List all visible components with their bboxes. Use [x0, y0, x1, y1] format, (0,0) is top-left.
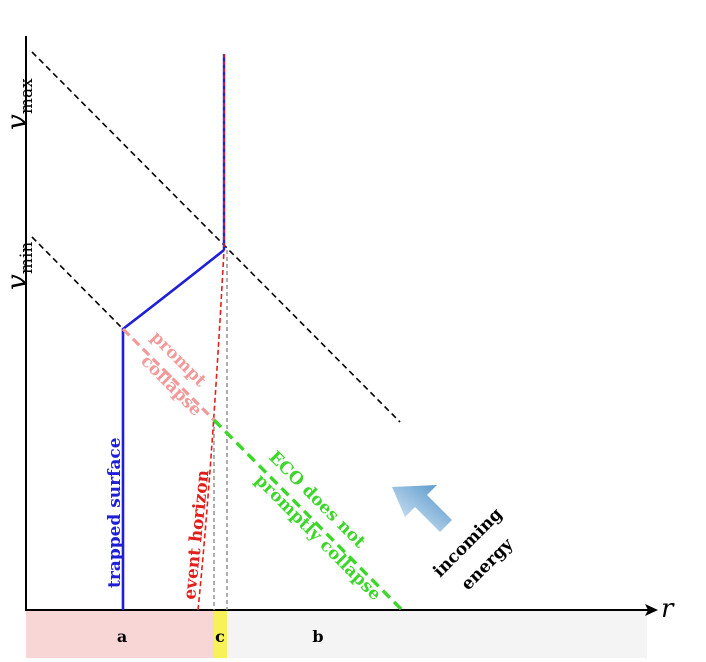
region-c-label: c	[215, 627, 225, 646]
eco-line	[212, 418, 404, 612]
trapped-surface-label: trapped surface	[105, 437, 125, 588]
v-max-tick-label: vmax	[0, 78, 37, 130]
v-min-subscript: min	[17, 242, 37, 275]
v-max-null-line	[31, 51, 401, 423]
r-axis-arrowhead	[645, 604, 658, 616]
v-min-null-line	[31, 236, 124, 330]
trapped-surface-curve	[121, 248, 225, 610]
region-b-label: b	[312, 627, 323, 646]
svg-text:vmax: vmax	[0, 78, 37, 130]
region-a-label: a	[117, 627, 127, 646]
svg-text:vmin: vmin	[0, 242, 37, 290]
region-b-band	[227, 611, 647, 658]
prompt-collapse-line	[121, 327, 216, 422]
region-a-band	[26, 611, 214, 658]
region-c-band	[214, 611, 227, 658]
event-horizon-label: event horizon	[180, 469, 213, 600]
incoming-energy-arrow	[392, 485, 452, 532]
v-min-tick-label: vmin	[0, 242, 37, 290]
v-max-subscript: max	[17, 78, 37, 114]
v-max-symbol: v	[0, 114, 33, 130]
v-min-symbol: v	[0, 274, 33, 290]
r-axis-label: r	[661, 594, 675, 624]
event-horizon-curve	[197, 249, 225, 611]
